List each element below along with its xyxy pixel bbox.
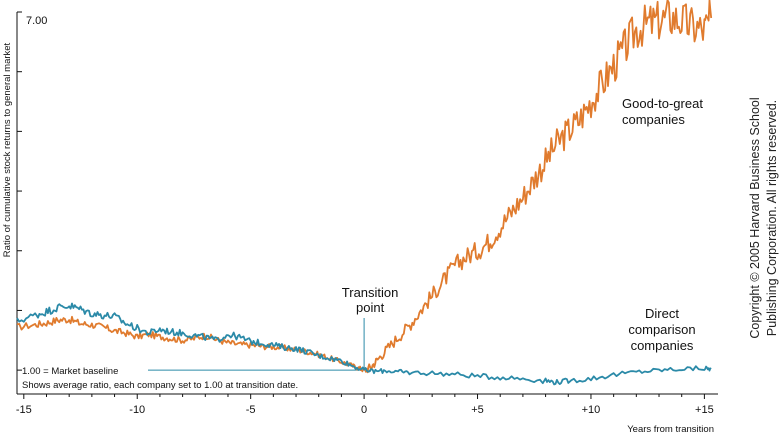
good-to-great-label: Good-to-great companies xyxy=(622,96,703,127)
note-text: Shows average ratio, each company set to… xyxy=(22,380,298,391)
x-tick-label: +15 xyxy=(695,404,714,416)
series-line-direct-comparison xyxy=(16,302,712,386)
copyright-line: Publishing Corporation. All rights reser… xyxy=(765,100,779,336)
copyright-line: Copyright © 2005 Harvard Business School xyxy=(748,97,762,338)
x-tick-label: 0 xyxy=(361,404,367,416)
x-tick-label: -15 xyxy=(16,404,32,416)
x-tick-label: +10 xyxy=(582,404,601,416)
copyright-group: Copyright © 2005 Harvard Business School… xyxy=(748,97,779,338)
transition-label-line: Transition xyxy=(342,285,399,300)
x-tick-label: -10 xyxy=(129,404,145,416)
baseline-label: 1.00 = Market baseline xyxy=(22,366,118,377)
x-axis-title: Years from transition xyxy=(627,424,714,435)
direct-comparison-label-line: comparison xyxy=(628,322,695,337)
direct-comparison-label: Direct comparison companies xyxy=(628,306,695,353)
transition-label: Transition point xyxy=(342,285,399,315)
x-tick-label: +5 xyxy=(471,404,484,416)
x-tick-label: -5 xyxy=(246,404,256,416)
y-top-label: 7.00 xyxy=(26,15,47,27)
transition-label-line: point xyxy=(356,300,385,315)
y-axis-title: Ratio of cumulative stock returns to gen… xyxy=(2,42,13,257)
direct-comparison-label-line: Direct xyxy=(645,306,679,321)
good-to-great-label-line: Good-to-great xyxy=(622,96,703,111)
good-to-great-label-line: companies xyxy=(622,112,685,127)
series-line-good-to-great xyxy=(16,0,713,374)
direct-comparison-label-line: companies xyxy=(631,338,694,353)
